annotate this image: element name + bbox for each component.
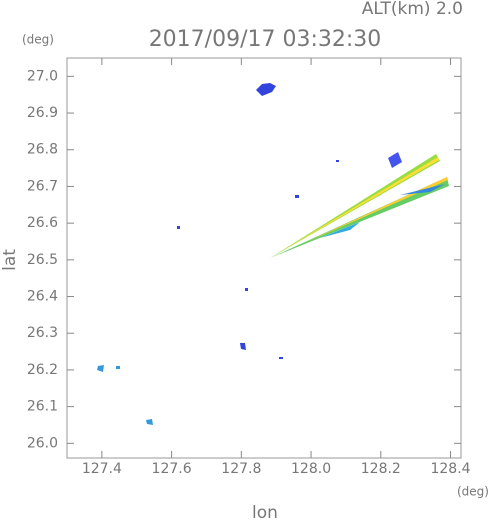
echo (146, 419, 153, 425)
x-tick-label: 127.6 (152, 461, 192, 477)
chart-title: 2017/09/17 03:32:30 (149, 27, 382, 52)
x-tick-label: 128.4 (430, 461, 470, 477)
echo (116, 366, 120, 369)
y-tick-label: 26.0 (27, 435, 58, 451)
y-tick-label: 26.7 (27, 178, 58, 194)
plot-frame (66, 57, 462, 459)
echo (336, 160, 339, 162)
radar-echoes (97, 83, 449, 425)
echo (388, 152, 402, 168)
echo-beam (275, 157, 439, 255)
x-axis-label: lon (252, 503, 278, 521)
y-axis-label: lat (0, 249, 20, 271)
echo-beam (300, 177, 448, 245)
echo (295, 195, 299, 198)
altitude-label: ALT(km) 2.0 (362, 0, 463, 19)
y-tick-label: 26.3 (27, 325, 58, 341)
y-tick-label: 26.9 (27, 105, 58, 121)
echo (177, 226, 180, 229)
x-tick-label: 127.8 (221, 461, 261, 477)
echo (240, 343, 246, 350)
y-tick-label: 26.5 (27, 252, 58, 268)
y-tick-label: 26.1 (27, 399, 58, 415)
echo (256, 83, 276, 96)
echo (97, 365, 104, 372)
y-tick-label: 27.0 (27, 68, 58, 84)
echo (320, 222, 360, 238)
x-unit: (deg) (457, 485, 489, 499)
x-tick-label: 128.0 (291, 461, 331, 477)
y-unit: (deg) (22, 33, 54, 47)
echo-beam (270, 154, 440, 258)
x-tick-label: 128.2 (361, 461, 401, 477)
y-tick-label: 26.6 (27, 215, 58, 231)
echo (279, 357, 283, 359)
echo (400, 184, 445, 195)
y-tick-label: 26.4 (27, 289, 58, 305)
echo (245, 288, 248, 291)
x-tick-label: 127.4 (82, 461, 122, 477)
y-tick-label: 26.2 (27, 362, 58, 378)
y-tick-label: 26.8 (27, 142, 58, 158)
